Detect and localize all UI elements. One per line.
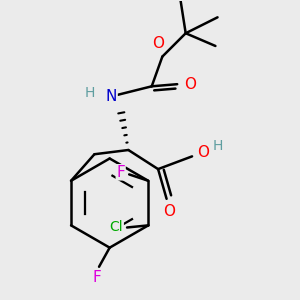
Text: O: O	[197, 145, 209, 160]
Text: Cl: Cl	[110, 220, 123, 235]
Text: F: F	[92, 270, 101, 285]
Text: F: F	[116, 165, 125, 180]
Text: O: O	[163, 204, 175, 219]
Text: O: O	[152, 36, 164, 51]
Text: H: H	[212, 139, 223, 153]
Text: H: H	[85, 86, 95, 100]
Text: N: N	[106, 89, 117, 104]
Text: O: O	[184, 77, 196, 92]
